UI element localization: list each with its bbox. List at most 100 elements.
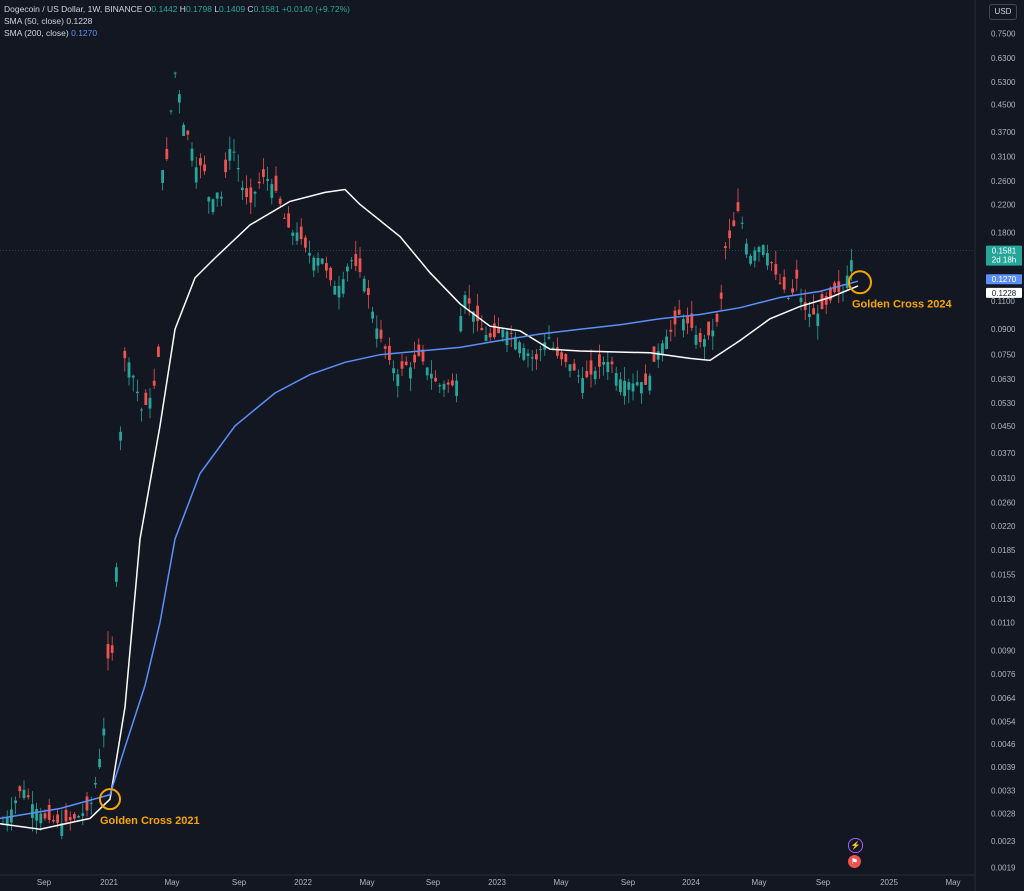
candle-body <box>178 94 181 103</box>
candle-body <box>749 255 752 264</box>
candle-body <box>778 282 782 284</box>
candle-body <box>438 385 442 387</box>
high-value: 0.1798 <box>185 4 212 14</box>
candle-body <box>396 374 400 386</box>
candle-body <box>182 124 185 137</box>
candle-body <box>287 213 290 228</box>
candle-body <box>619 379 622 393</box>
candle-body <box>94 783 97 785</box>
sma50-line <box>0 188 859 830</box>
candle-body <box>430 373 433 379</box>
candle-body <box>77 816 80 818</box>
candle-body <box>719 292 723 299</box>
candle-body <box>199 158 202 166</box>
x-tick-label: May <box>945 878 960 887</box>
candle-body <box>89 802 93 804</box>
price-tag-label: 0.1228 <box>992 289 1017 298</box>
ohlc-legend: Dogecoin / US Dollar, 1W, BINANCE O0.144… <box>4 4 350 14</box>
candle-body <box>404 361 408 365</box>
candle-body <box>732 220 736 227</box>
y-tick-label: 0.0046 <box>991 740 1016 749</box>
candle-body <box>346 266 349 272</box>
candle-body <box>467 298 471 304</box>
candle-body <box>724 246 727 249</box>
candle-body <box>652 346 656 362</box>
candle-body <box>526 353 530 357</box>
sma200-legend[interactable]: SMA (200, close) 0.1270 <box>4 28 98 38</box>
candle-body <box>501 329 505 338</box>
y-tick-label: 0.0630 <box>991 375 1016 384</box>
y-tick-label: 0.0028 <box>991 809 1016 818</box>
candle-body <box>73 813 76 819</box>
candle-body <box>497 327 500 334</box>
x-tick-label: Sep <box>621 878 636 887</box>
candle-body <box>711 330 715 337</box>
candle-body <box>505 331 509 346</box>
candle-body <box>669 329 673 332</box>
candle-body <box>665 336 668 350</box>
candle-body <box>350 260 353 262</box>
price-tag-box <box>986 245 1022 266</box>
candle-body <box>480 327 484 331</box>
candle-body <box>341 279 345 294</box>
candle-body <box>459 316 463 332</box>
candle-body <box>161 170 164 183</box>
candle-body <box>736 202 740 212</box>
x-tick-label: Sep <box>426 878 441 887</box>
lightning-icon[interactable]: ⚡ <box>848 838 863 853</box>
candle-body <box>383 346 387 349</box>
candle-body <box>39 813 43 824</box>
candle-body <box>85 796 89 811</box>
sma50-legend[interactable]: SMA (50, close) 0.1228 <box>4 16 93 26</box>
candle-body <box>442 383 446 390</box>
candle-body <box>215 192 219 199</box>
candle-body <box>635 382 639 386</box>
candle-body <box>220 196 223 199</box>
candle-body <box>224 159 227 173</box>
candle-body <box>56 814 59 823</box>
candle-body <box>644 373 647 385</box>
candle-body <box>686 315 689 324</box>
y-tick-label: 0.0155 <box>991 571 1016 580</box>
candle-body <box>98 759 101 768</box>
candle-body <box>816 313 820 327</box>
candle-body <box>81 813 85 816</box>
candle-body <box>14 800 17 804</box>
candle-body <box>631 383 635 392</box>
y-tick-label: 0.0750 <box>991 351 1016 360</box>
candle-body <box>18 786 22 792</box>
candle-body <box>560 352 563 360</box>
candle-body <box>35 808 38 821</box>
y-tick-label: 0.1100 <box>991 297 1015 306</box>
flag-icon[interactable]: ⚑ <box>848 855 861 868</box>
y-tick-label: 0.2600 <box>991 177 1016 186</box>
candle-body <box>577 375 580 377</box>
candle-body <box>493 323 496 338</box>
candle-body <box>648 375 652 391</box>
candle-body <box>291 232 295 236</box>
candle-body <box>194 167 198 183</box>
candle-body <box>434 377 437 382</box>
low-value: 0.1409 <box>219 4 246 14</box>
candle-body <box>266 179 269 181</box>
candle-body <box>812 308 815 315</box>
candle-body <box>400 361 404 369</box>
candle-body <box>409 367 412 379</box>
candle-body <box>799 297 803 303</box>
y-tick-label: 0.0130 <box>991 595 1016 604</box>
candle-body <box>228 149 232 161</box>
candle-body <box>123 350 127 359</box>
candle-body <box>614 373 618 386</box>
candle-body <box>157 346 160 357</box>
candle-body <box>375 328 379 339</box>
candle-body <box>694 334 698 345</box>
candle-body <box>47 805 51 820</box>
candle-body <box>236 168 240 170</box>
x-tick-label: 2025 <box>880 878 898 887</box>
candle-body <box>707 321 710 336</box>
candle-body <box>22 789 26 798</box>
currency-button[interactable]: USD <box>989 4 1017 20</box>
golden-cross-2024-marker <box>848 270 872 295</box>
candle-body <box>610 361 614 365</box>
